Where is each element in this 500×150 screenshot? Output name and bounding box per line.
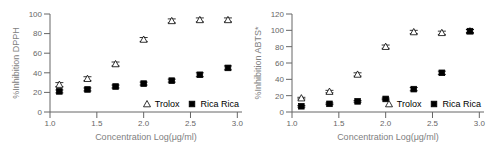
svg-text:3.0: 3.0 [232,119,244,128]
svg-text:120: 120 [271,10,285,19]
svg-text:1.5: 1.5 [333,119,345,128]
svg-text:1.0: 1.0 [286,119,298,128]
svg-text:2.5: 2.5 [427,119,439,128]
svg-text:0: 0 [280,108,285,117]
svg-text:100: 100 [29,10,43,19]
svg-text:20: 20 [275,92,284,101]
svg-text:Concentration Log(μg/ml): Concentration Log(μg/ml) [337,132,439,142]
svg-text:40: 40 [33,69,42,78]
svg-text:2.0: 2.0 [138,119,150,128]
svg-text:20: 20 [33,88,42,97]
svg-text:80: 80 [33,29,42,38]
svg-text:%Inhibition DPPH: %Inhibition DPPH [11,27,21,99]
svg-text:2.5: 2.5 [185,119,197,128]
svg-text:Concentration Log(μg/ml): Concentration Log(μg/ml) [95,132,197,142]
svg-text:100: 100 [271,26,285,35]
svg-text:60: 60 [275,59,284,68]
svg-text:80: 80 [275,43,284,52]
svg-text:40: 40 [275,75,284,84]
html-text:Trolox: Trolox [154,99,180,109]
svg-text:2.0: 2.0 [380,119,392,128]
svg-text:1.5: 1.5 [91,119,103,128]
svg-text:60: 60 [33,49,42,58]
svg-text:0: 0 [38,108,43,117]
svg-text:3.0: 3.0 [474,119,486,128]
html-text:Rica Rica: Rica Rica [442,99,481,109]
svg-text:%Inhibition ABTS*: %Inhibition ABTS* [253,26,263,100]
svg-text:1.0: 1.0 [44,119,56,128]
html-text:Trolox: Trolox [396,99,422,109]
html-text:Rica Rica: Rica Rica [200,99,239,109]
